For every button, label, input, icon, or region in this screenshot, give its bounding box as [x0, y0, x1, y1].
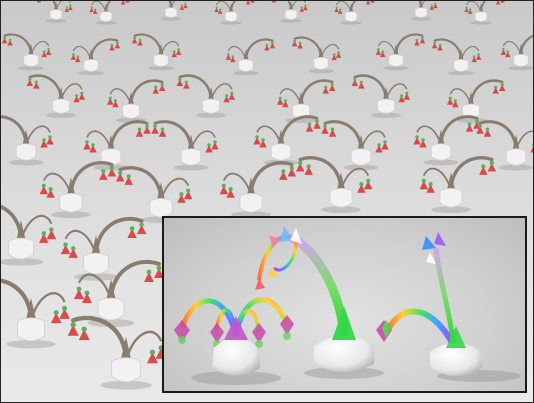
inset-plants [174, 226, 521, 385]
background-plant [36, 1, 73, 23]
background-plant [214, 1, 255, 25]
background-plant [115, 166, 193, 224]
background-plant [410, 1, 438, 21]
background-plant [70, 38, 121, 76]
background-plant [89, 1, 130, 25]
background-plant [446, 79, 506, 123]
background-plant [271, 1, 308, 23]
background-plant [500, 34, 533, 71]
background-plant [375, 33, 426, 71]
background-plant [176, 74, 236, 118]
background-plant [351, 74, 411, 118]
background-plant [26, 74, 86, 118]
background-plant [291, 36, 342, 74]
background-plant [60, 217, 147, 281]
background-plant [295, 156, 373, 214]
background-plant [67, 315, 167, 390]
background-plant [225, 38, 276, 76]
background-plant [131, 33, 182, 71]
background-plant [1, 204, 57, 266]
background-plant [160, 1, 188, 21]
background-plant [39, 161, 117, 219]
background-plant [476, 120, 533, 171]
background-plant [151, 120, 219, 171]
background-plant [334, 1, 375, 25]
background-plant [464, 1, 505, 25]
inset-panel [162, 216, 527, 393]
background-plant [106, 79, 166, 123]
background-plant [321, 120, 389, 171]
background-plant [1, 278, 70, 349]
background-plant [83, 120, 151, 171]
background-plant [419, 156, 497, 214]
background-plant [1, 33, 52, 71]
background-plant [413, 115, 481, 166]
background-plant [219, 161, 297, 219]
background-plant [431, 38, 482, 76]
background-plant [1, 115, 54, 166]
